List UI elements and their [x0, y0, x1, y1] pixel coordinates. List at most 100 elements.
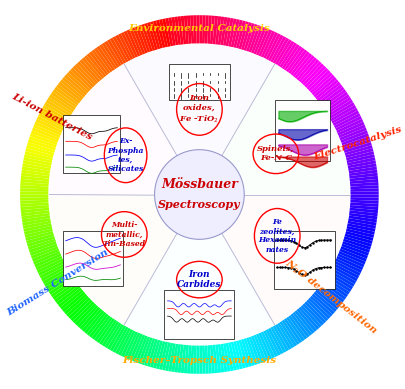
Wedge shape: [115, 35, 131, 62]
Wedge shape: [49, 194, 199, 325]
Wedge shape: [298, 306, 320, 330]
Wedge shape: [162, 342, 171, 370]
Wedge shape: [21, 205, 49, 210]
Wedge shape: [193, 15, 197, 44]
Wedge shape: [104, 322, 122, 348]
Wedge shape: [345, 148, 373, 158]
Wedge shape: [21, 213, 51, 219]
Wedge shape: [87, 312, 107, 336]
Wedge shape: [53, 89, 78, 108]
Wedge shape: [181, 16, 186, 45]
Wedge shape: [129, 28, 143, 56]
Wedge shape: [236, 340, 246, 368]
Wedge shape: [327, 272, 353, 289]
Text: Mössbauer: Mössbauer: [161, 178, 238, 191]
Wedge shape: [141, 24, 153, 52]
Wedge shape: [102, 42, 120, 68]
Text: Spectroscopy: Spectroscopy: [158, 199, 241, 210]
Wedge shape: [248, 336, 261, 364]
Wedge shape: [324, 277, 350, 295]
Wedge shape: [223, 18, 230, 46]
Wedge shape: [132, 334, 145, 362]
Wedge shape: [308, 70, 330, 92]
Wedge shape: [89, 51, 109, 76]
Wedge shape: [24, 154, 53, 163]
Wedge shape: [199, 64, 350, 194]
Wedge shape: [20, 185, 49, 189]
Wedge shape: [104, 41, 122, 67]
Wedge shape: [350, 185, 379, 189]
Wedge shape: [92, 315, 111, 340]
Wedge shape: [275, 323, 292, 350]
Wedge shape: [344, 145, 373, 156]
Wedge shape: [23, 157, 52, 166]
Wedge shape: [121, 330, 136, 357]
Wedge shape: [113, 326, 129, 353]
Wedge shape: [313, 291, 337, 312]
Wedge shape: [79, 59, 101, 83]
Wedge shape: [220, 17, 228, 46]
Wedge shape: [343, 139, 371, 151]
Wedge shape: [64, 75, 87, 96]
Wedge shape: [68, 297, 91, 319]
Wedge shape: [300, 61, 322, 84]
Wedge shape: [202, 15, 206, 44]
Wedge shape: [345, 151, 374, 161]
Wedge shape: [22, 218, 51, 226]
Wedge shape: [320, 87, 345, 106]
Text: Iron
oxides,
Fe -TiO$_2$: Iron oxides, Fe -TiO$_2$: [179, 94, 220, 124]
Wedge shape: [241, 338, 252, 367]
Wedge shape: [115, 327, 131, 354]
Wedge shape: [326, 97, 352, 115]
Wedge shape: [34, 253, 62, 267]
Wedge shape: [51, 92, 76, 110]
Wedge shape: [66, 72, 90, 94]
Wedge shape: [21, 173, 50, 179]
Wedge shape: [256, 28, 269, 56]
Wedge shape: [236, 21, 246, 49]
Wedge shape: [215, 344, 221, 373]
Wedge shape: [32, 249, 60, 262]
Wedge shape: [199, 15, 202, 44]
Wedge shape: [339, 249, 367, 262]
Wedge shape: [23, 160, 52, 168]
Wedge shape: [72, 301, 95, 324]
Wedge shape: [159, 341, 168, 370]
Wedge shape: [268, 35, 284, 62]
Text: Biomass Conversion: Biomass Conversion: [6, 248, 111, 318]
Wedge shape: [177, 16, 184, 45]
Wedge shape: [348, 216, 377, 223]
Wedge shape: [346, 226, 375, 235]
Wedge shape: [156, 20, 166, 49]
Wedge shape: [238, 339, 249, 368]
Wedge shape: [150, 339, 160, 368]
Wedge shape: [132, 27, 145, 55]
Wedge shape: [345, 228, 374, 238]
Wedge shape: [23, 221, 52, 229]
Wedge shape: [36, 119, 63, 133]
Wedge shape: [124, 194, 275, 345]
Wedge shape: [165, 342, 173, 371]
Wedge shape: [96, 318, 115, 343]
Wedge shape: [26, 233, 55, 244]
Wedge shape: [27, 142, 55, 153]
Wedge shape: [36, 256, 63, 270]
Wedge shape: [341, 244, 369, 256]
Wedge shape: [110, 325, 126, 351]
Wedge shape: [72, 65, 95, 88]
Wedge shape: [54, 87, 79, 106]
Wedge shape: [196, 345, 199, 374]
Wedge shape: [332, 110, 359, 126]
Wedge shape: [84, 310, 105, 334]
Wedge shape: [184, 344, 189, 373]
Bar: [274, 231, 335, 289]
Wedge shape: [275, 39, 292, 66]
Wedge shape: [342, 136, 370, 148]
Wedge shape: [187, 345, 192, 373]
Wedge shape: [29, 136, 57, 148]
Wedge shape: [28, 238, 56, 250]
Wedge shape: [231, 341, 240, 370]
Wedge shape: [260, 31, 275, 58]
Wedge shape: [344, 233, 373, 244]
Wedge shape: [22, 216, 51, 223]
